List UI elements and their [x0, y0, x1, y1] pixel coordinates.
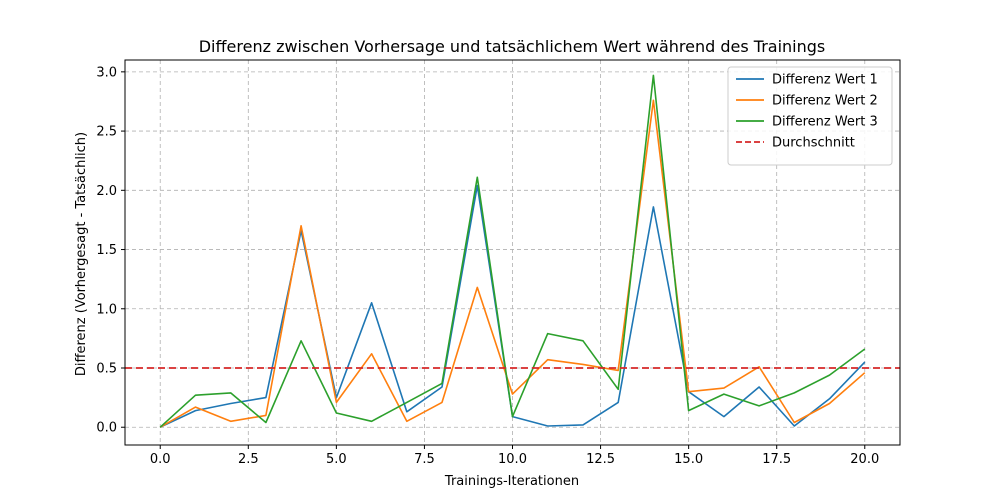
x-tick-label: 5.0 [326, 452, 347, 467]
y-axis: 0.0 0.5 1.0 1.5 2.0 2.5 3.0 [96, 65, 125, 436]
x-axis: 0.0 2.5 5.0 7.5 10.0 12.5 15.0 17.5 20.0 [150, 445, 879, 467]
legend-box [727, 66, 893, 166]
x-tick-label: 2.5 [238, 452, 259, 467]
legend-label: Differenz Wert 3 [772, 115, 878, 130]
x-tick-label: 10.0 [498, 452, 527, 467]
x-tick-label: 17.5 [762, 452, 791, 467]
x-tick-label: 12.5 [586, 452, 615, 467]
y-axis-label: Differenz (Vorhergesagt - Tatsächlich) [74, 132, 89, 376]
series-line-2 [159, 99, 866, 428]
x-tick-label: 15.0 [674, 452, 703, 467]
y-tick-label: 2.0 [96, 184, 117, 199]
x-tick-label: 0.0 [150, 452, 171, 467]
chart-title: Differenz zwischen Vorhersage und tatsäc… [199, 37, 826, 56]
series-lines [125, 74, 900, 428]
legend: Differenz Wert 1 Differenz Wert 2 Differen… [727, 66, 893, 166]
series-line-3 [159, 74, 866, 428]
x-tick-label: 7.5 [414, 452, 435, 467]
y-tick-label: 0.0 [96, 421, 117, 436]
legend-label: Durchschnitt [772, 136, 855, 151]
x-tick-label: 20.0 [850, 452, 879, 467]
legend-label: Differenz Wert 1 [772, 73, 878, 88]
legend-label: Differenz Wert 2 [772, 94, 878, 109]
y-tick-label: 3.0 [96, 65, 117, 80]
x-axis-label: Trainings-Iterationen [444, 474, 579, 489]
y-tick-label: 2.5 [96, 125, 117, 140]
y-tick-label: 1.0 [96, 302, 117, 317]
y-tick-label: 0.5 [96, 362, 117, 377]
y-tick-label: 1.5 [96, 243, 117, 258]
